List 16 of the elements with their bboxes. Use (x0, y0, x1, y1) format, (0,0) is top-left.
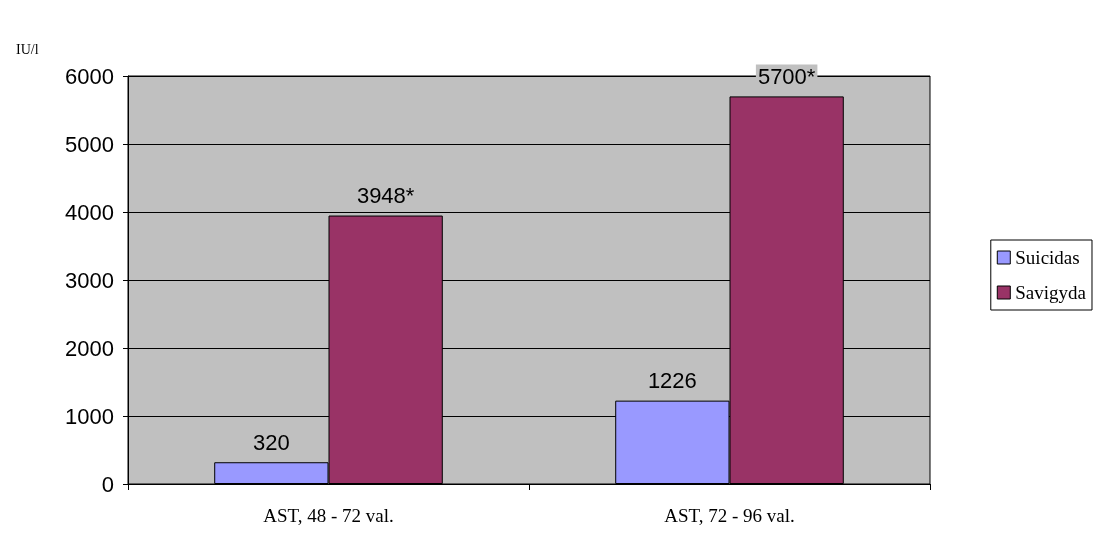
y-tick-label: 2000 (65, 335, 114, 361)
data-label: 1226 (647, 368, 697, 394)
y-tick-label: 0 (101, 471, 114, 497)
legend-label: Savigyda (1015, 282, 1087, 303)
y-tick-label: 5000 (65, 131, 114, 157)
legend-label: Suicidas (1015, 247, 1080, 268)
y-tick-label: 1000 (65, 403, 114, 429)
data-label: 5700* (757, 63, 816, 89)
x-tick-label: AST, 72 - 96 val. (664, 505, 795, 526)
y-tick-label: 4000 (65, 199, 114, 225)
data-label: 320 (253, 429, 290, 455)
y-axis-title: IU/l (16, 41, 39, 57)
y-tick-label: 3000 (65, 267, 114, 293)
y-tick-label: 6000 (65, 63, 114, 89)
x-tick-label: AST, 48 - 72 val. (263, 505, 394, 526)
data-label: 3948* (356, 183, 415, 209)
